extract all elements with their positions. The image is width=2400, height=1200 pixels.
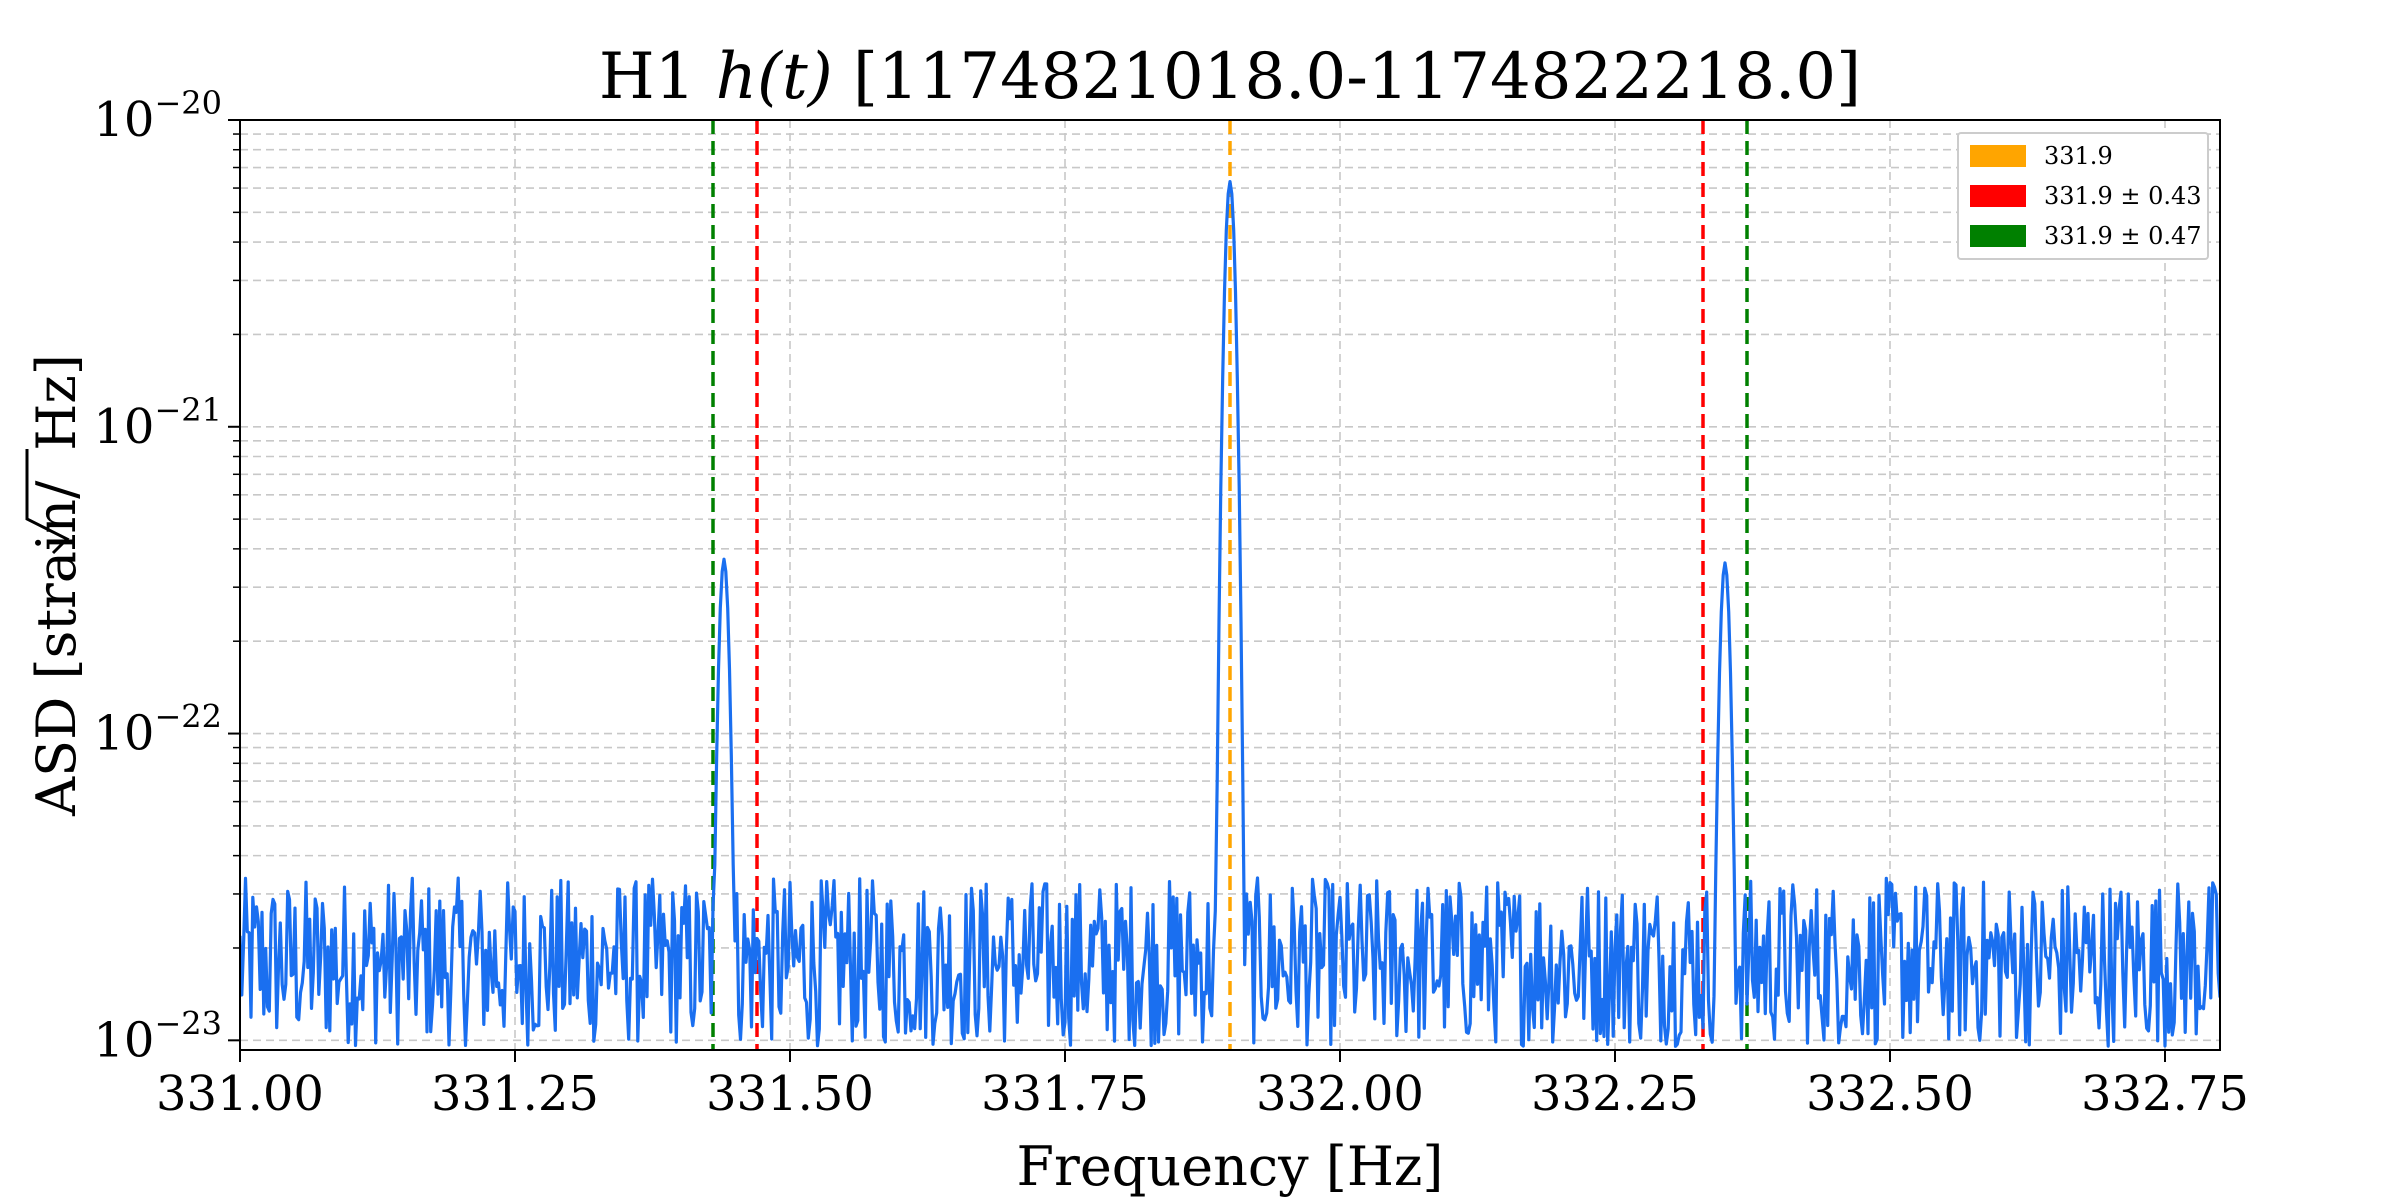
x-tick-label: 331.25 — [431, 1066, 599, 1122]
svg-text:ASD [strain/Hz]: ASD [strain/Hz] — [25, 354, 88, 817]
x-tick-label: 331.00 — [156, 1066, 324, 1122]
x-tick-label: 332.00 — [1256, 1066, 1424, 1122]
y-tick-label: 10−20 — [93, 84, 222, 148]
x-tick-label: 331.75 — [981, 1066, 1149, 1122]
x-axis-ticks: 331.00 331.25 331.50 331.75 332.00 332.25 332.… — [156, 1050, 2249, 1122]
legend-label: 331.9 — [2044, 142, 2113, 170]
plot-frame — [239, 119, 2221, 1051]
legend-label: 331.9 ± 0.43 — [2044, 182, 2202, 210]
y-axis-label: ASD [strain/Hz] — [25, 354, 88, 817]
x-tick-label: 331.50 — [706, 1066, 874, 1122]
x-tick-label: 332.50 — [1806, 1066, 1974, 1122]
sqrt-sign — [25, 449, 70, 555]
reference-lines — [711, 120, 1749, 1050]
legend-swatch — [1970, 145, 2026, 167]
y-tick-label: 10−22 — [93, 698, 222, 762]
legend-swatch — [1970, 185, 2026, 207]
asd-line — [240, 180, 2220, 1048]
asd-series — [240, 180, 2220, 1048]
x-tick-label: 332.25 — [1531, 1066, 1699, 1122]
y-axis-ticks: 10−20 10−21 10−22 10−23 — [93, 84, 240, 1068]
legend-swatch — [1970, 225, 2026, 247]
chart-title: H1 h(t) [1174821018.0-1174822218.0] — [599, 40, 1861, 114]
y-tick-label: 10−23 — [93, 1004, 222, 1068]
y-tick-label: 10−21 — [93, 391, 222, 455]
x-tick-label: 332.75 — [2081, 1066, 2249, 1122]
legend: 331.9 331.9 ± 0.43 331.9 ± 0.47 — [1957, 132, 2209, 260]
x-axis-label: Frequency [Hz] — [1017, 1135, 1444, 1198]
legend-label: 331.9 ± 0.47 — [2044, 222, 2202, 250]
